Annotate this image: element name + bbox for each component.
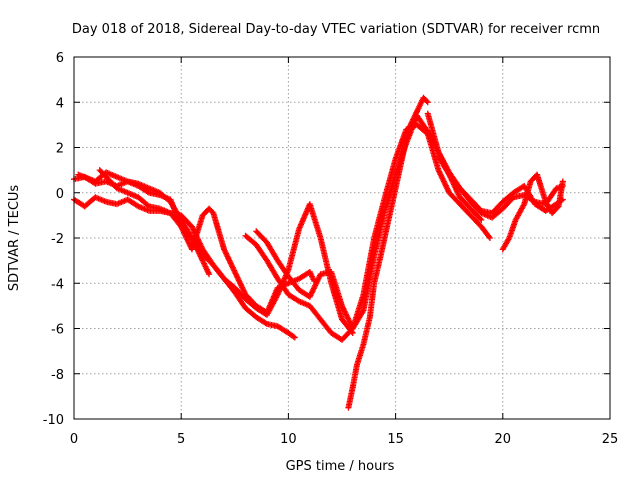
data-point xyxy=(262,320,269,327)
y-tick-label: -4 xyxy=(51,277,64,292)
plot-frame xyxy=(73,56,611,420)
data-point xyxy=(424,99,431,106)
x-tick-label: 20 xyxy=(495,432,512,447)
axis-ticks: 0 5 10 15 20 25 -10 -8 -6 -4 -2 0 2 4 6 xyxy=(43,51,619,447)
x-tick-label: 0 xyxy=(70,432,78,447)
data-point xyxy=(144,188,151,195)
data-point xyxy=(144,202,151,209)
series-arc-9 xyxy=(499,171,566,253)
data-point xyxy=(423,98,430,105)
data-point xyxy=(530,197,537,204)
y-tick-label: -2 xyxy=(51,232,64,247)
grid xyxy=(74,57,610,419)
chart-title: Day 018 of 2018, Sidereal Day-to-day VTE… xyxy=(72,22,600,37)
data-point xyxy=(486,235,493,241)
x-tick-label: 5 xyxy=(177,432,185,447)
y-tick-label: -10 xyxy=(43,413,64,428)
data-point xyxy=(290,333,297,340)
y-tick-label: -8 xyxy=(51,368,64,383)
data-layer xyxy=(71,94,566,411)
x-tick-label: 25 xyxy=(602,432,619,447)
data-point xyxy=(554,204,561,211)
data-point xyxy=(206,271,213,278)
series-arc-2 xyxy=(71,194,298,341)
x-axis-label: GPS time / hours xyxy=(286,459,395,474)
data-point xyxy=(485,233,492,240)
series-arc-7 xyxy=(345,94,431,411)
y-tick-label: 0 xyxy=(56,187,64,202)
y-axis-label: SDTVAR / TECUs xyxy=(7,185,22,292)
y-tick-label: 2 xyxy=(56,142,64,157)
data-point xyxy=(559,182,566,189)
data-point xyxy=(478,216,485,223)
x-tick-label: 15 xyxy=(387,432,404,447)
data-point xyxy=(291,334,298,341)
y-tick-label: 6 xyxy=(56,51,64,66)
data-point xyxy=(477,215,484,222)
y-tick-label: 4 xyxy=(56,96,64,111)
series-arc-4 xyxy=(96,167,356,337)
y-tick-label: -6 xyxy=(51,323,64,338)
series-arc-5 xyxy=(242,121,493,343)
x-tick-label: 10 xyxy=(280,432,297,447)
series-arc-10 xyxy=(435,153,566,221)
